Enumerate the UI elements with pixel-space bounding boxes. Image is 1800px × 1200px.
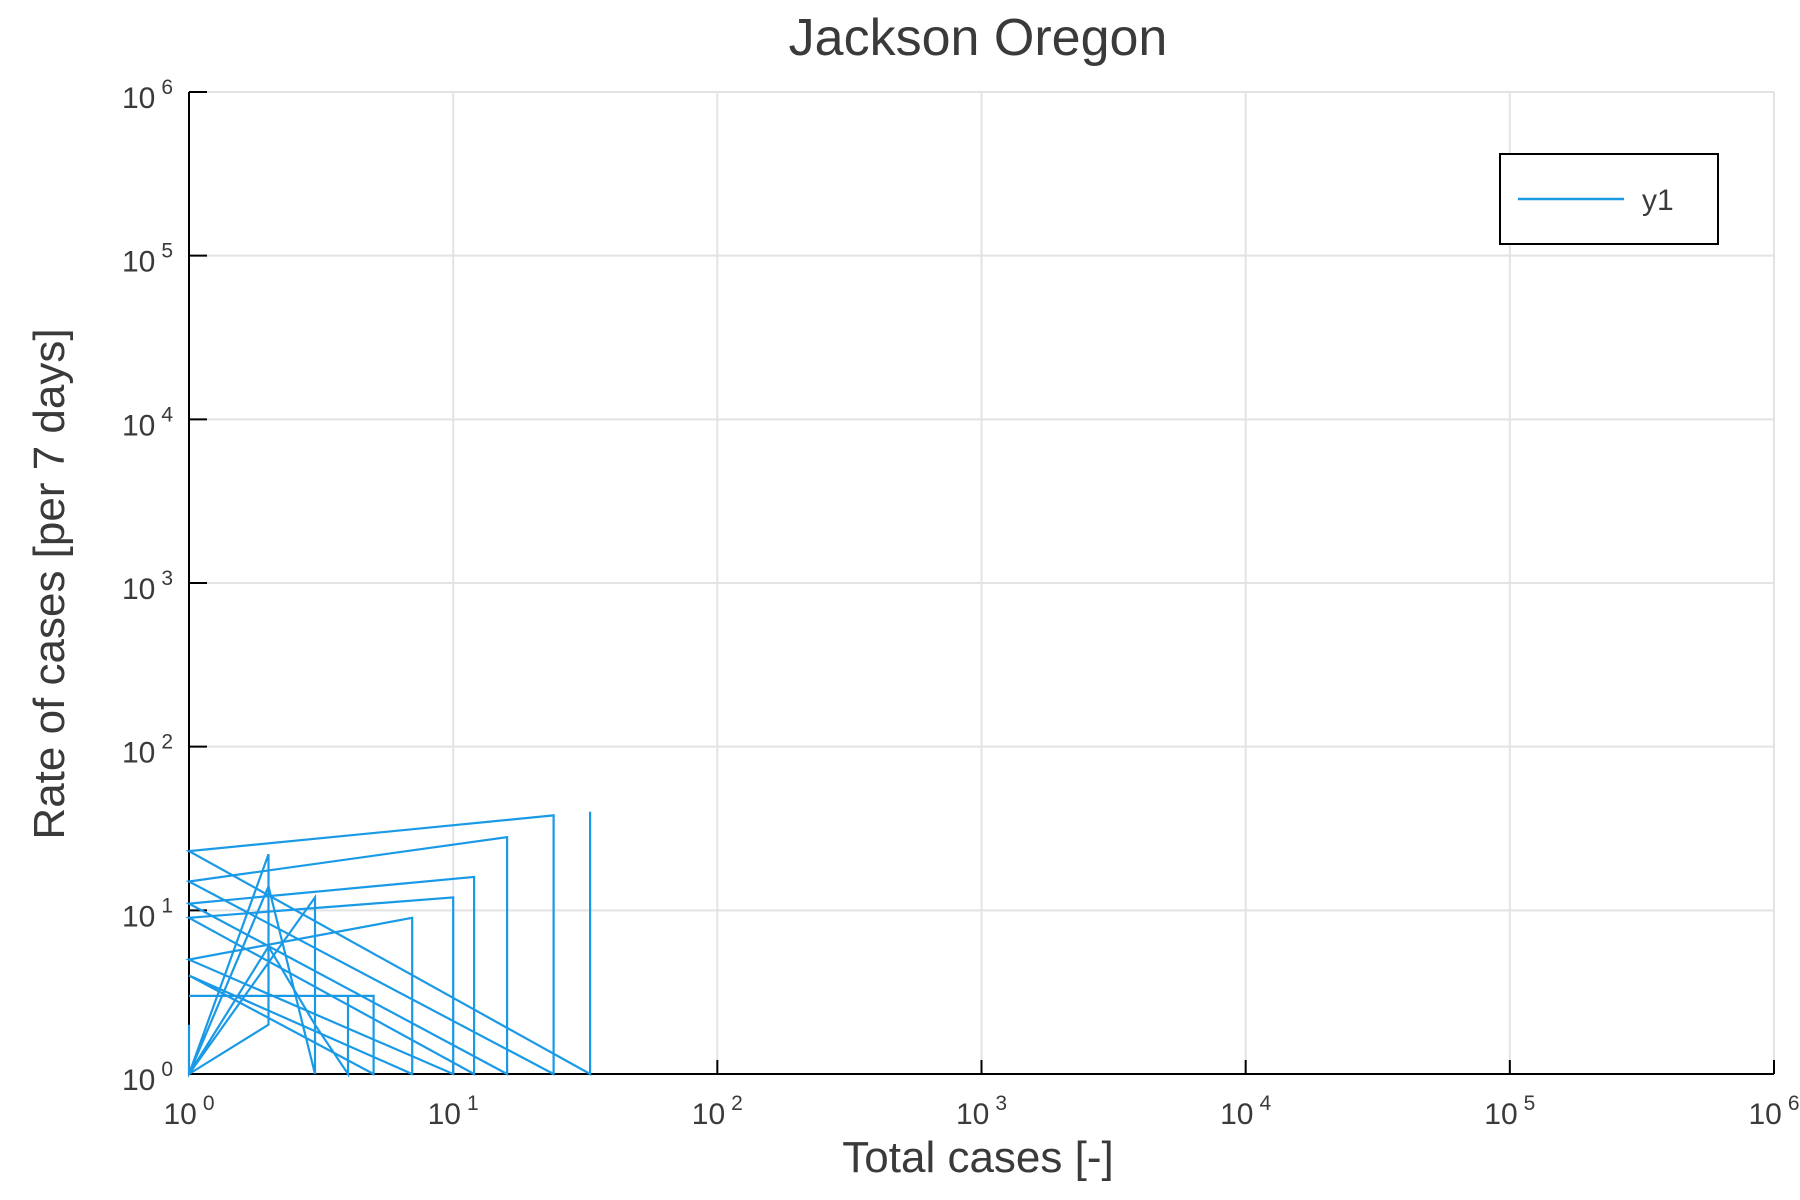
series-layer — [185, 811, 592, 1078]
y-tick-label: 10 1 — [122, 894, 173, 933]
x-tick-exponent: 4 — [1260, 1092, 1272, 1115]
y-tick-label: 10 3 — [122, 567, 173, 606]
x-tick-label: 10 2 — [692, 1092, 743, 1131]
x-tick-exponent: 5 — [1524, 1092, 1536, 1115]
y-tick-exponent: 2 — [161, 731, 173, 754]
legend: y1 — [1499, 153, 1719, 245]
y-tick-base: 10 — [122, 573, 155, 606]
x-tick-base: 10 — [692, 1098, 725, 1131]
series-line-y1 — [185, 811, 592, 1078]
x-tick-exponent: 6 — [1788, 1092, 1800, 1115]
y-tick-label: 10 0 — [122, 1058, 173, 1097]
x-tick-base: 10 — [1220, 1098, 1253, 1131]
y-tick-base: 10 — [122, 737, 155, 770]
y-tick-base: 10 — [122, 82, 155, 115]
y-axis-label: Rate of cases [per 7 days] — [25, 328, 74, 839]
y-tick-base: 10 — [122, 246, 155, 279]
x-tick-base: 10 — [163, 1098, 196, 1131]
y-tick-exponent: 1 — [161, 894, 173, 917]
x-tick-base: 10 — [428, 1098, 461, 1131]
x-tick-label: 10 3 — [956, 1092, 1007, 1131]
y-tick-label: 10 4 — [122, 403, 173, 442]
x-tick-label: 10 0 — [163, 1092, 214, 1131]
y-tick-label: 10 2 — [122, 731, 173, 770]
x-tick-exponent: 3 — [995, 1092, 1007, 1115]
x-tick-label: 10 4 — [1220, 1092, 1271, 1131]
x-axis-label: Total cases [-] — [842, 1133, 1113, 1182]
y-tick-label: 10 5 — [122, 240, 173, 279]
y-tick-label: 10 6 — [122, 76, 173, 115]
x-tick-base: 10 — [1484, 1098, 1517, 1131]
y-tick-exponent: 3 — [161, 567, 173, 590]
y-tick-exponent: 0 — [161, 1058, 173, 1081]
y-tick-exponent: 5 — [161, 240, 173, 263]
y-tick-base: 10 — [122, 900, 155, 933]
y-tick-base: 10 — [122, 409, 155, 442]
x-tick-label: 10 6 — [1748, 1092, 1799, 1131]
x-tick-base: 10 — [1748, 1098, 1781, 1131]
y-tick-exponent: 4 — [161, 403, 173, 426]
x-tick-label: 10 1 — [428, 1092, 479, 1131]
x-tick-exponent: 1 — [467, 1092, 479, 1115]
tick-labels: 10 0 10 1 10 2 10 3 10 4 10 5 10 610 010 110 210 310 410 51… — [122, 76, 1800, 1131]
x-tick-label: 10 5 — [1484, 1092, 1535, 1131]
x-tick-exponent: 2 — [731, 1092, 743, 1115]
legend-label-y1: y1 — [1642, 184, 1674, 217]
chart-title: Jackson Oregon — [789, 9, 1168, 67]
x-tick-exponent: 0 — [203, 1092, 215, 1115]
y-tick-exponent: 6 — [161, 76, 173, 99]
y-tick-base: 10 — [122, 1064, 155, 1097]
x-tick-base: 10 — [956, 1098, 989, 1131]
